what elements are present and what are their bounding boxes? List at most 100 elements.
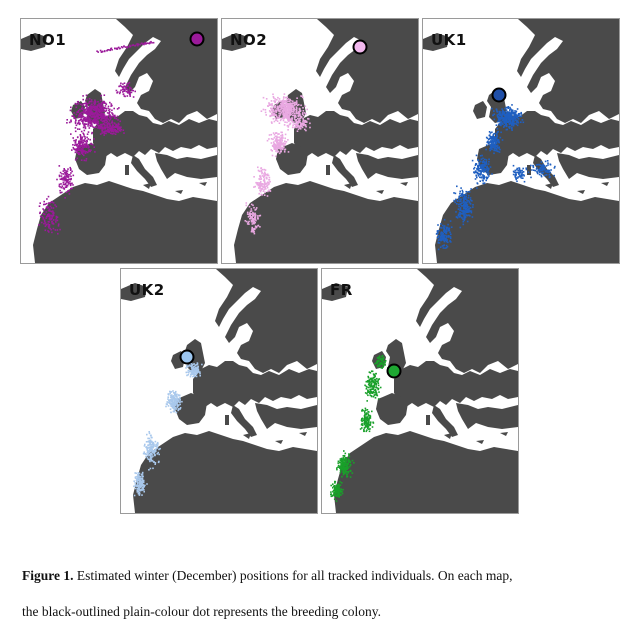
position-dot bbox=[360, 419, 363, 422]
position-dot bbox=[70, 120, 72, 123]
position-dot bbox=[193, 371, 196, 373]
position-dot bbox=[82, 98, 84, 101]
position-dot bbox=[103, 134, 105, 136]
land-shape bbox=[435, 181, 619, 263]
position-dot bbox=[503, 120, 506, 122]
position-dot bbox=[246, 223, 249, 225]
position-dot bbox=[154, 454, 156, 457]
position-dot bbox=[544, 160, 547, 163]
position-dot bbox=[367, 376, 370, 379]
position-dot bbox=[344, 467, 347, 469]
position-dot bbox=[94, 114, 96, 116]
position-dot bbox=[285, 99, 287, 102]
position-dot bbox=[117, 128, 119, 131]
position-dot bbox=[274, 140, 277, 142]
land-shape bbox=[476, 440, 484, 444]
position-dot bbox=[44, 222, 47, 224]
position-dot bbox=[91, 131, 93, 134]
position-dot bbox=[339, 458, 342, 460]
position-dot bbox=[96, 109, 98, 112]
position-dot bbox=[369, 391, 372, 393]
position-dot bbox=[468, 208, 470, 210]
position-dot bbox=[116, 127, 119, 129]
position-dot bbox=[459, 190, 461, 193]
position-dot bbox=[179, 403, 181, 406]
position-dot bbox=[167, 396, 169, 398]
position-dot bbox=[507, 107, 509, 109]
position-dot bbox=[509, 125, 511, 128]
position-dot bbox=[248, 223, 250, 225]
position-dot bbox=[371, 388, 374, 390]
position-dot bbox=[368, 380, 371, 382]
position-dot bbox=[116, 125, 119, 127]
position-dot bbox=[467, 211, 469, 213]
position-dot bbox=[103, 94, 106, 96]
position-dot bbox=[272, 108, 274, 111]
position-dot bbox=[100, 125, 103, 128]
breeding-colony-marker bbox=[189, 31, 205, 47]
position-dot bbox=[351, 472, 354, 474]
position-dot bbox=[104, 110, 107, 113]
position-dot bbox=[363, 430, 365, 432]
position-dot bbox=[153, 452, 156, 454]
position-dot bbox=[516, 167, 518, 170]
position-dot bbox=[538, 171, 541, 174]
position-dot bbox=[477, 172, 479, 175]
position-dot bbox=[116, 48, 118, 50]
position-dot bbox=[119, 91, 121, 93]
position-dot bbox=[251, 226, 253, 229]
position-dot bbox=[93, 116, 95, 118]
position-dot bbox=[368, 419, 370, 421]
position-dot bbox=[281, 135, 284, 137]
position-dot bbox=[298, 127, 301, 129]
position-dot bbox=[456, 203, 458, 205]
position-dot bbox=[498, 116, 500, 119]
position-dot bbox=[481, 166, 484, 168]
position-dot bbox=[84, 112, 87, 114]
position-dots bbox=[38, 40, 155, 235]
position-dot bbox=[498, 120, 500, 123]
position-dot bbox=[141, 494, 143, 496]
position-dot bbox=[78, 153, 80, 156]
position-dot bbox=[108, 131, 110, 133]
position-dot bbox=[465, 201, 467, 203]
position-dot bbox=[516, 169, 518, 171]
position-dot bbox=[42, 218, 45, 220]
position-dot bbox=[504, 119, 507, 122]
position-dot bbox=[118, 123, 120, 126]
position-dot bbox=[136, 491, 139, 493]
position-dot bbox=[520, 111, 522, 114]
position-dot bbox=[278, 122, 281, 124]
position-dot bbox=[174, 404, 176, 407]
position-dot bbox=[98, 105, 101, 108]
position-dot bbox=[127, 85, 129, 87]
position-dot bbox=[107, 129, 110, 131]
position-dot bbox=[290, 107, 293, 109]
position-dot bbox=[159, 447, 161, 450]
position-dot bbox=[51, 210, 54, 212]
position-dot bbox=[479, 167, 481, 170]
position-dot bbox=[43, 213, 46, 216]
position-dot bbox=[142, 479, 145, 482]
position-dot bbox=[498, 146, 500, 148]
position-dot bbox=[246, 211, 249, 214]
position-dot bbox=[291, 105, 293, 108]
position-dot bbox=[448, 229, 451, 232]
position-dot bbox=[278, 136, 280, 138]
map-fr bbox=[322, 269, 518, 513]
position-dot bbox=[463, 210, 465, 212]
position-dot bbox=[49, 227, 52, 230]
position-dot bbox=[379, 362, 381, 365]
position-dot bbox=[545, 165, 548, 167]
position-dot bbox=[269, 111, 272, 113]
position-dot bbox=[82, 148, 84, 151]
position-dot bbox=[90, 122, 93, 124]
position-dot bbox=[252, 220, 255, 223]
position-dot bbox=[145, 446, 148, 448]
position-dot bbox=[85, 108, 88, 110]
position-dot bbox=[373, 379, 376, 381]
position-dot bbox=[483, 163, 485, 166]
position-dot bbox=[276, 98, 278, 101]
position-dot bbox=[295, 126, 298, 129]
land-shape bbox=[444, 433, 452, 439]
